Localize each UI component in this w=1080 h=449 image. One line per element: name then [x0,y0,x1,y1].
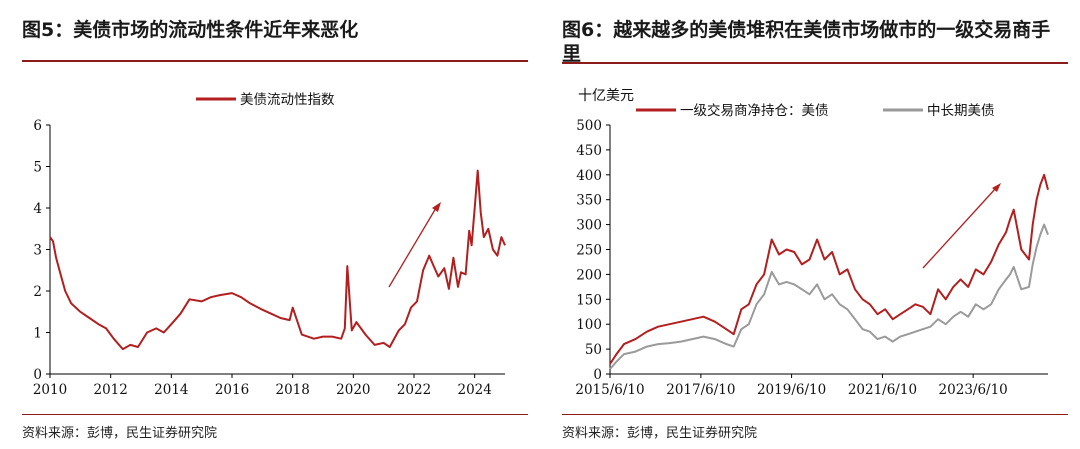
y-tick-label: 5 [33,160,42,176]
y-tick-label: 6 [33,118,42,134]
y-tick-label: 4 [33,201,42,217]
right-title-rule [562,62,1068,64]
legend-label-primary-dealer: 一级交易商净持仓：美债 [680,102,829,119]
x-tick-label: 2021/6/10 [848,382,917,398]
right-figure-title: 图6：越来越多的美债堆积在美债市场做市的一级交易商手里 [562,19,1051,65]
y-tick-label: 300 [576,218,602,234]
x-tick-label: 2015/6/10 [575,382,644,398]
trend-arrow-shaft [388,207,437,288]
left-source-note: 资料来源：彭博，民生证券研究院 [22,426,218,441]
y-tick-label: 350 [576,193,602,209]
left-figure-panel: 图5：美债市场的流动性条件近年来恶化 0 1 2 3 4 5 6 2010 2012 2014 20… [22,19,528,441]
trend-arrow-head [432,202,441,212]
y-tick-label: 100 [576,317,602,333]
y-tick-label: 150 [576,292,602,308]
y-tick-label: 0 [593,367,602,383]
y-tick-label: 250 [576,243,602,259]
y-tick-label: 1 [33,326,42,342]
right-figure-panel: 图6：越来越多的美债堆积在美债市场做市的一级交易商手里 十亿美元 0 50 100 15… [540,0,1080,449]
left-figure-title: 图5：美债市场的流动性条件近年来恶化 [22,19,359,41]
x-tick-label: 2017/6/10 [666,382,735,398]
x-tick-label: 2018 [275,382,309,398]
trend-arrow-shaft [922,187,997,269]
x-tick-label: 2023/6/10 [939,382,1008,398]
y-tick-label: 200 [576,267,602,283]
x-tick-label: 2014 [154,382,188,398]
x-tick-label: 2024 [457,382,491,398]
y-tick-label: 2 [33,284,42,300]
x-tick-label: 2022 [397,382,431,398]
left-source-rule [22,414,528,415]
y-tick-label: 3 [33,243,42,259]
y-tick-label: 0 [33,367,42,383]
legend-label-long-term: 中长期美债 [927,103,995,119]
series-line-primary-dealer-net [609,173,1049,365]
y-tick-label: 450 [576,143,602,159]
x-tick-label: 2020 [336,382,370,398]
x-tick-label: 2016 [215,382,249,398]
right-source-rule [562,414,1068,415]
right-source-note: 资料来源：彭博，民生证券研究院 [562,426,758,441]
x-tick-label: 2010 [33,382,67,398]
primary-dealer-positions-chart: 十亿美元 0 50 100 150 200 250 300 350 400 450 500 2015/6… [575,88,1049,398]
y-axis-unit-label: 十亿美元 [578,88,634,104]
y-tick-label: 500 [576,118,602,134]
left-title-rule [22,60,528,62]
y-tick-label: 50 [585,342,602,358]
y-tick-label: 400 [576,168,602,184]
series-line-long-term-treasury [609,223,1049,370]
x-tick-label: 2012 [93,382,127,398]
liquidity-index-chart: 0 1 2 3 4 5 6 2010 2012 2014 2016 2018 2020 2022 2024 美… [33,92,506,398]
legend-label: 美债流动性指数 [240,92,335,108]
x-tick-label: 2019/6/10 [757,382,826,398]
trend-arrow-head [992,183,1001,192]
series-line-liquidity-index [49,169,506,351]
